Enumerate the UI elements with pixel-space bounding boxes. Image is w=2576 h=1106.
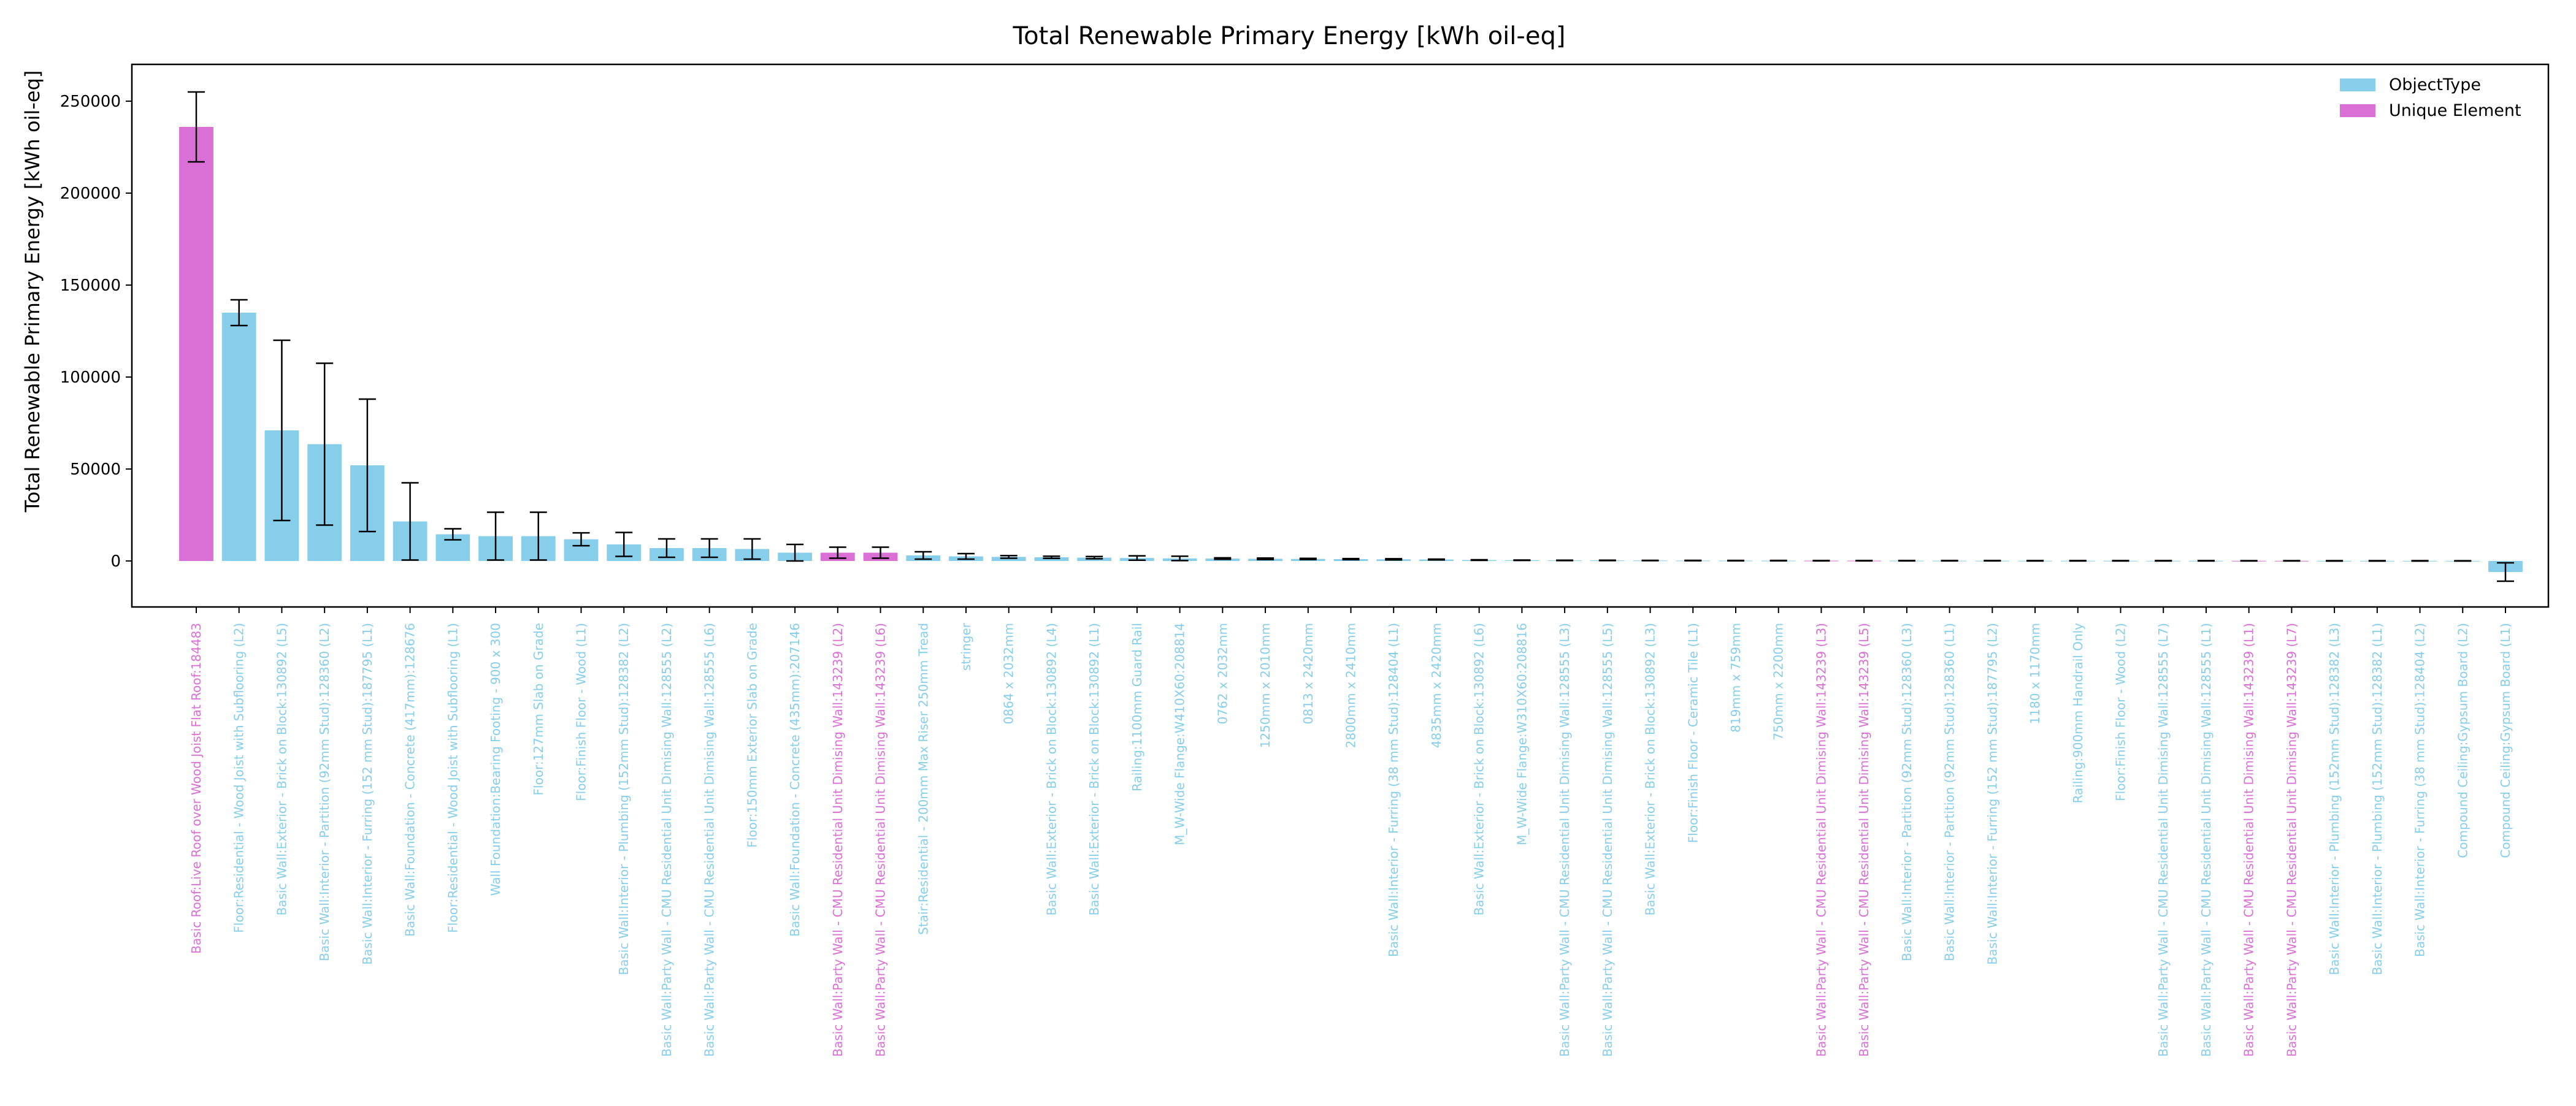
x-tick-label: Basic Wall:Interior - Furring (152 mm St… [1985,623,1999,965]
x-tick-label: Basic Wall:Interior - Partition (92mm St… [1942,623,1957,961]
x-tick-label: Floor:Finish Floor - Wood (L2) [2114,623,2128,801]
y-tick-label: 50000 [70,460,121,479]
chart-title: Total Renewable Primary Energy [kWh oil-… [1013,22,1566,50]
x-tick-label: Basic Wall:Interior - Plumbing (152mm St… [2370,623,2385,975]
x-tick-label: 0762 x 2032mm [1215,623,1230,724]
x-tick-label: Basic Wall:Exterior - Brick on Block:130… [274,623,289,915]
x-tick-label: Floor:Residential - Wood Joist with Subf… [445,623,460,933]
x-tick-label: Basic Wall:Party Wall - CMU Residential … [1814,623,1828,1057]
x-tick-label: Basic Wall:Interior - Partition (92mm St… [1899,623,1914,961]
x-tick-label: Basic Wall:Interior - Partition (92mm St… [317,623,332,961]
x-tick-label: Basic Roof:Live Roof over Wood Joist Fla… [189,623,204,954]
x-tick-label: Wall Foundation:Bearing Footing - 900 x … [488,623,503,896]
y-tick-label: 100000 [60,368,121,387]
x-tick-label: Basic Wall:Party Wall - CMU Residential … [1857,623,1871,1057]
x-tick-label: 1250mm x 2010mm [1258,623,1273,748]
x-tick-label: Stair:Residential - 200mm Max Riser 250m… [916,623,930,935]
legend-label: ObjectType [2389,75,2481,94]
x-tick-label: Basic Wall:Party Wall - CMU Residential … [873,623,888,1057]
plot-frame [131,63,2550,608]
x-tick-label: 750mm x 2200mm [1771,623,1786,741]
x-tick-label: Basic Wall:Exterior - Brick on Block:130… [1643,623,1658,915]
x-tick-label: Floor:150mm Exterior Slab on Grade [745,623,759,848]
x-tick-label: M_W-Wide Flange:W310X60:208816 [1514,623,1529,845]
x-tick-label: Basic Wall:Foundation - Concrete (417mm)… [403,623,418,937]
x-tick-label: Compound Ceiling:Gypsum Board (L2) [2455,623,2470,858]
x-tick-label: 4835mm x 2420mm [1429,623,1444,748]
x-tick-label: Floor:Residential - Wood Joist with Subf… [232,623,247,933]
x-tick-label: Basic Wall:Interior - Furring (152 mm St… [360,623,375,965]
y-tick-label: 0 [110,552,121,571]
x-tick-label: Railing:900mm Handrail Only [2071,623,2085,804]
y-tick-label: 200000 [60,185,121,203]
x-tick-label: Basic Wall:Party Wall - CMU Residential … [702,623,717,1057]
x-tick-label: M_W-Wide Flange:W410X60:208814 [1173,623,1187,845]
x-tick-label: Basic Wall:Party Wall - CMU Residential … [2199,623,2214,1057]
legend-label: Unique Element [2389,101,2521,120]
y-tick-label: 150000 [60,276,121,295]
x-tick-label: Basic Wall:Party Wall - CMU Residential … [1557,623,1572,1057]
x-tick-label: Basic Wall:Party Wall - CMU Residential … [830,623,845,1057]
x-tick-label: Compound Ceiling:Gypsum Board (L1) [2498,623,2513,858]
x-tick-label: 2800mm x 2410mm [1344,623,1359,748]
x-tick-label: Basic Wall:Interior - Plumbing (152mm St… [616,623,631,975]
x-tick-label: 0864 x 2032mm [1002,623,1016,724]
x-tick-label: Basic Wall:Interior - Furring (38 mm Stu… [1386,623,1401,957]
x-tick-label: Basic Wall:Exterior - Brick on Block:130… [1044,623,1059,915]
legend-swatch [2340,104,2375,117]
x-tick-label: Basic Wall:Party Wall - CMU Residential … [1600,623,1615,1057]
bar [221,313,256,561]
x-tick-label: Floor:Finish Floor - Ceramic Tile (L1) [1685,623,1700,843]
x-tick-label: Basic Wall:Interior - Furring (38 mm Stu… [2413,623,2428,957]
legend: ObjectType Unique Element [2340,75,2521,120]
legend-swatch [2340,78,2375,91]
x-tick-label: stringer [959,622,973,671]
x-tick-label: Basic Wall:Interior - Plumbing (152mm St… [2327,623,2342,975]
plot-area: 0 50000 100000 150000 200000 250000 Basic Roof… [60,91,2523,1057]
x-tick-label: Floor:Finish Floor - Wood (L1) [574,623,589,801]
x-tick-label: 0813 x 2420mm [1301,623,1316,724]
x-tick-label: Basic Wall:Party Wall - CMU Residential … [659,623,674,1057]
x-tick-label: 819mm x 759mm [1728,623,1743,733]
x-tick-label: Railing:1100mm Guard Rail [1130,623,1144,791]
x-tick-label: Floor:127mm Slab on Grade [531,623,546,795]
x-tick-label: Basic Wall:Party Wall - CMU Residential … [2284,623,2299,1057]
y-axis-label: Total Renewable Primary Energy [kWh oil-… [21,71,44,513]
x-tick-label: Basic Wall:Foundation - Concrete (435mm)… [788,623,802,937]
bar [179,127,213,561]
x-tick-label: Basic Wall:Party Wall - CMU Residential … [2242,623,2256,1057]
x-tick-label: Basic Wall:Exterior - Brick on Block:130… [1472,623,1487,915]
x-tick-label: Basic Wall:Exterior - Brick on Block:130… [1087,623,1102,915]
x-tick-label: Basic Wall:Party Wall - CMU Residential … [2156,623,2171,1057]
x-tick-label: 1180 x 1170mm [2028,623,2042,724]
y-tick-label: 250000 [60,93,121,111]
